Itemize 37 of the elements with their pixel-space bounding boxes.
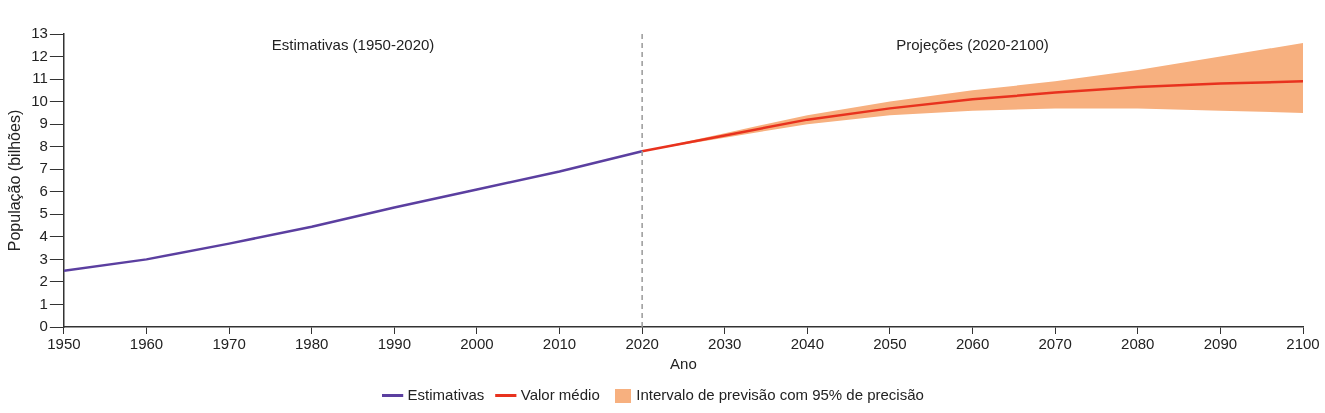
x-tick-label: 1970	[212, 335, 246, 353]
x-tick-label: 1980	[295, 335, 329, 353]
x-tick-label: 2020	[625, 335, 659, 353]
x-tick-label: 2060	[955, 335, 990, 353]
x-tick-label: 1960	[129, 335, 164, 353]
y-axis-title: População (bilhões)	[6, 109, 24, 252]
y-tick-label: 7	[39, 159, 48, 177]
x-tick-label: 2010	[542, 335, 577, 353]
x-tick-label: 2050	[873, 335, 907, 353]
x-tick-label: 2090	[1203, 335, 1238, 353]
x-tick-label: 2030	[708, 335, 742, 353]
legend-label: Estimativas	[407, 385, 485, 403]
y-tick-label: 9	[39, 114, 48, 132]
x-tick-label: 2000	[460, 335, 494, 353]
y-tick-label: 1	[39, 294, 48, 312]
y-tick-label: 8	[39, 136, 48, 154]
x-tick-label: 2100	[1286, 335, 1320, 353]
x-tick-label: 1990	[377, 335, 411, 353]
y-tick-label: 3	[39, 249, 48, 267]
y-tick-label: 11	[32, 69, 48, 87]
legend-label: Valor médio	[520, 385, 600, 403]
y-tick-label: 6	[39, 181, 48, 199]
y-tick-label: 0	[39, 317, 48, 335]
y-tick-label: 10	[31, 91, 48, 109]
x-tick-label: 2080	[1121, 335, 1155, 353]
text: Intervalo de previsão com 95% de precisão	[636, 385, 924, 403]
x-tick-label: 1950	[47, 335, 81, 353]
annotation: Estimativas (1950-2020)	[271, 35, 435, 53]
x-tick-label: 2070	[1038, 335, 1072, 353]
x-axis-title: Ano	[670, 355, 697, 373]
x-tick-label: 2040	[790, 335, 825, 353]
y-tick-label: 2	[39, 272, 48, 290]
annotation: Projeções (2020-2100)	[896, 35, 1049, 53]
y-tick-label: 4	[39, 226, 48, 244]
y-tick-label: 5	[39, 204, 48, 222]
y-tick-label: 13	[31, 24, 48, 42]
y-tick-label: 12	[31, 46, 48, 64]
